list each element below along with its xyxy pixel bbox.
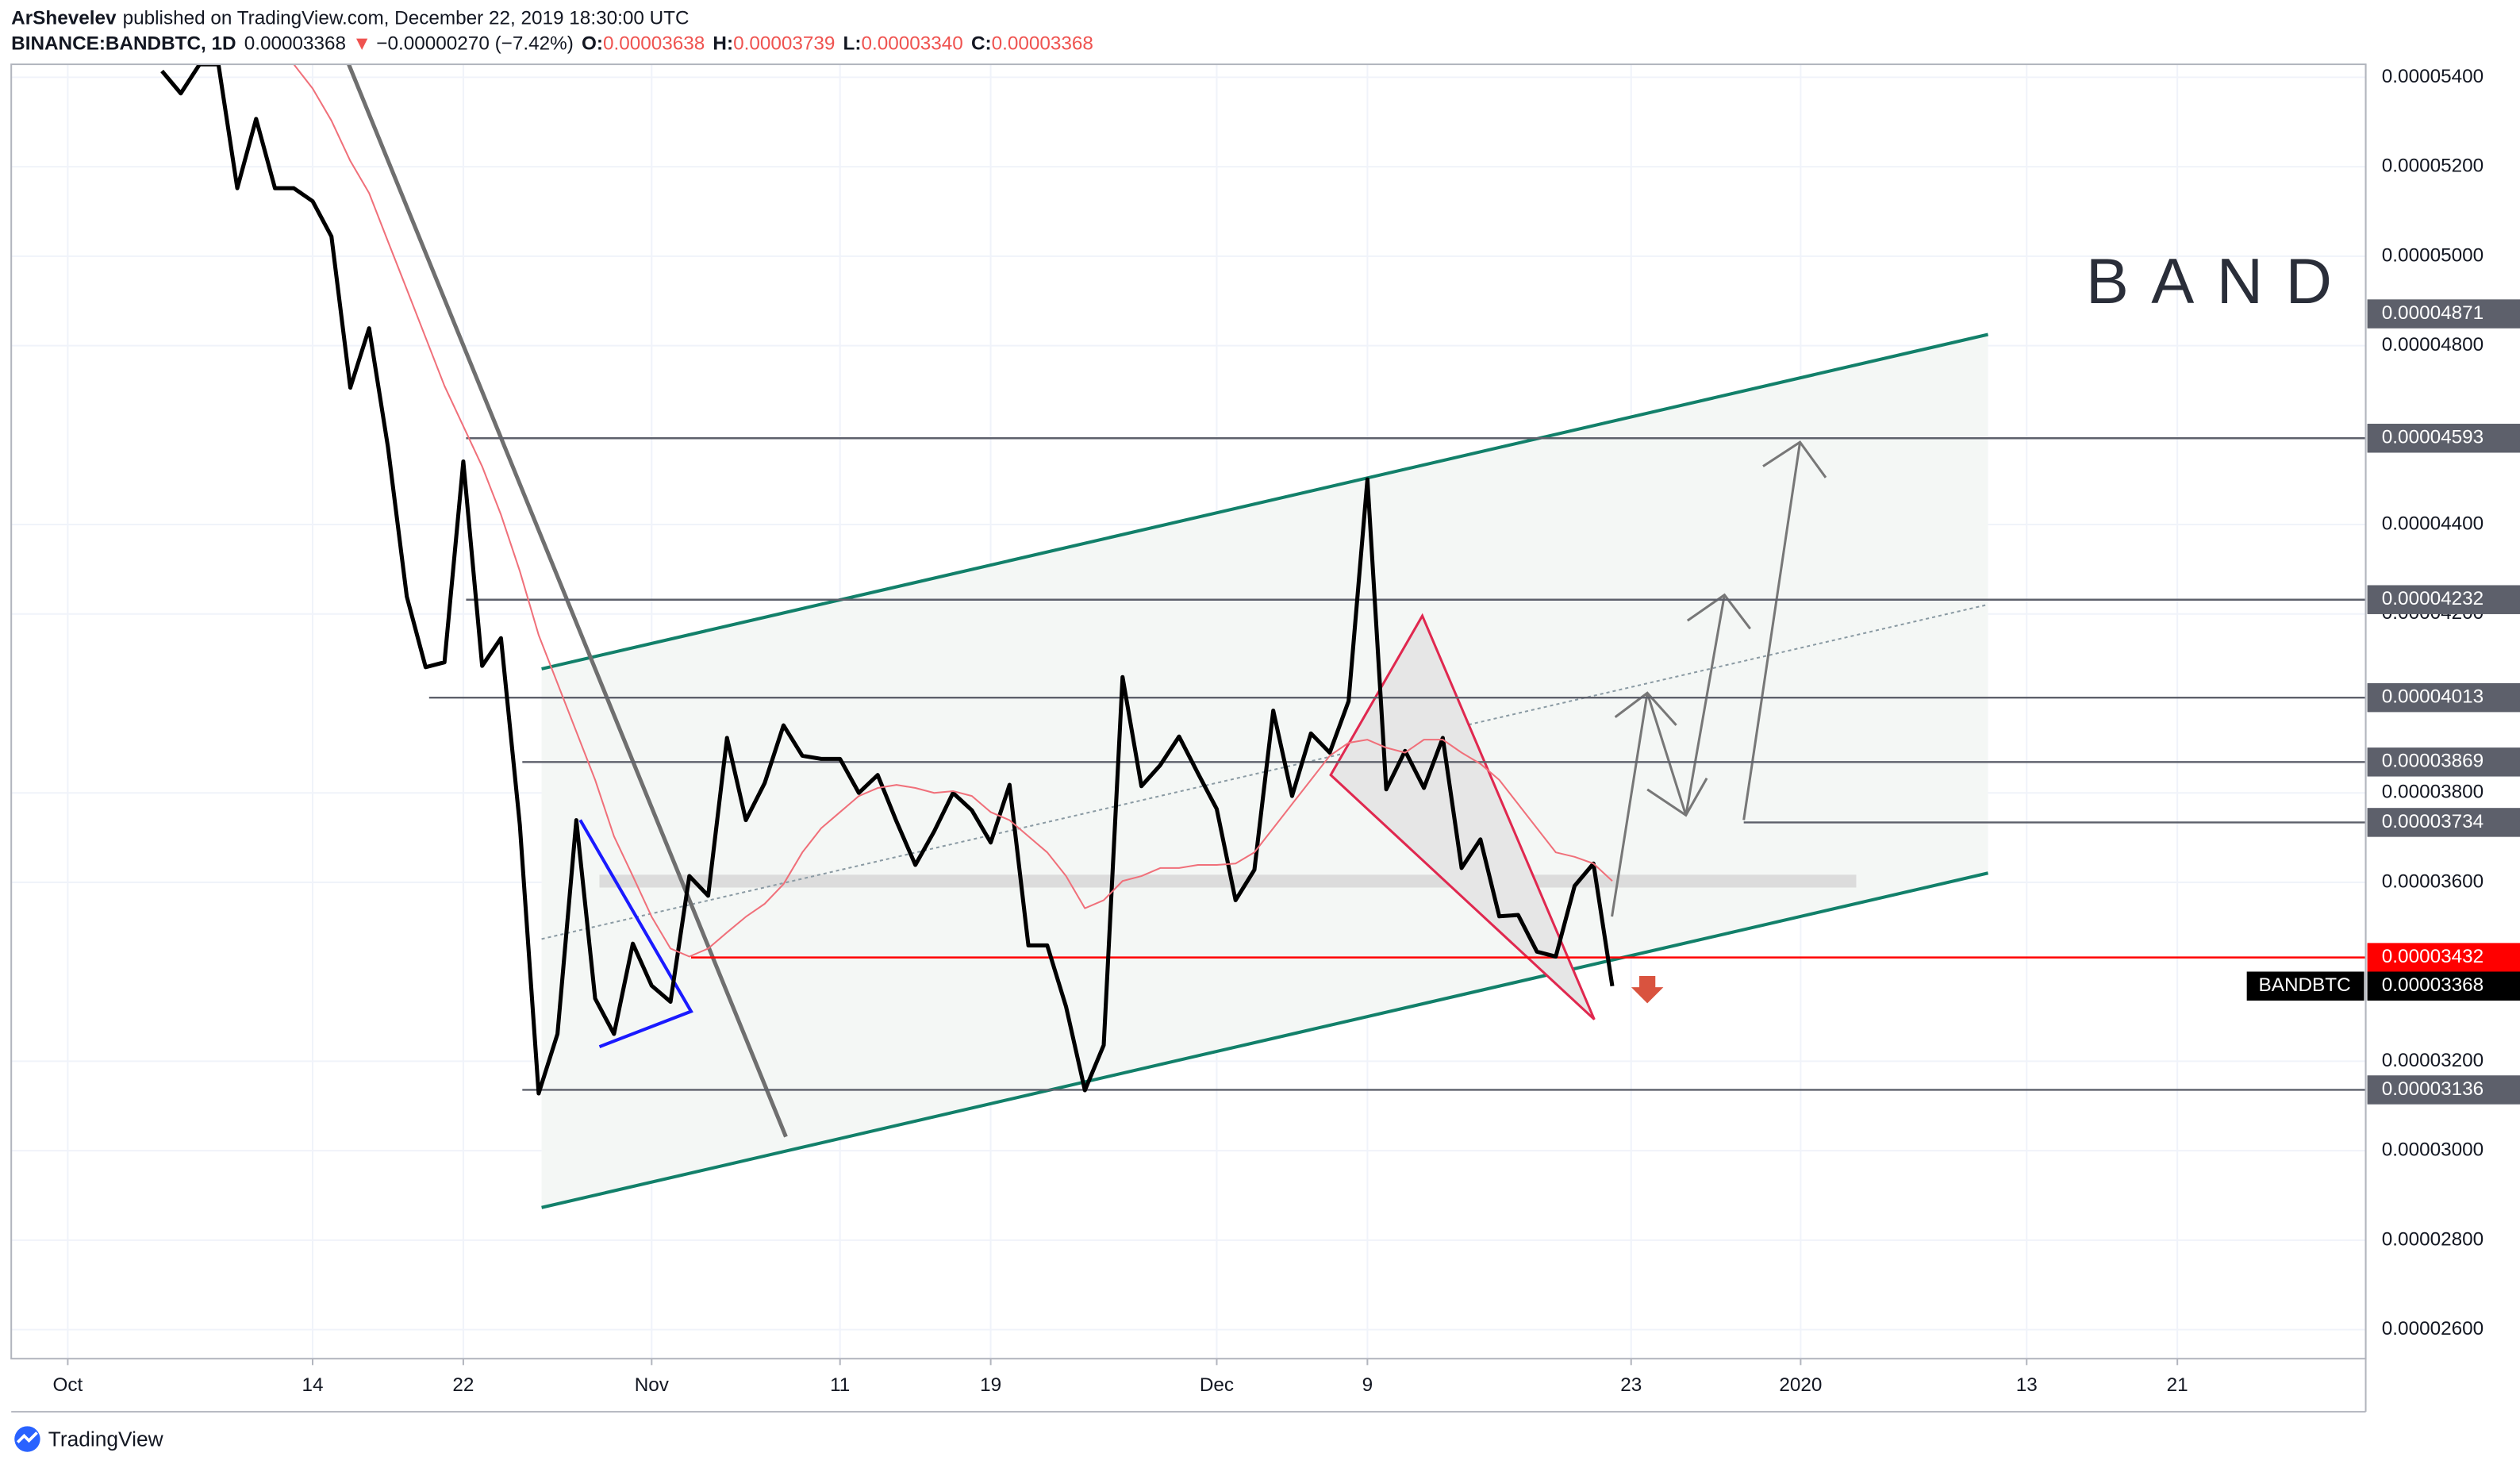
series-name-box [2246,971,2364,1001]
ohlc-value: 0.00003739 [733,33,835,55]
wedge [1329,613,1596,1020]
y-tick-label: 0.00004400 [2382,513,2484,534]
drawings [347,64,1989,1209]
y-tick-label: 0.00003200 [2382,1050,2484,1071]
logo-text: TradingView [48,1428,164,1451]
y-tick-label: 0.00005400 [2382,66,2484,87]
x-tick-label: Dec [1200,1374,1234,1396]
y-tick-label: 0.00003600 [2382,870,2484,892]
y-tick-label: 0.00004800 [2382,334,2484,355]
level-label-box [2367,682,2520,713]
y-tick-label: 0.00003000 [2382,1139,2484,1161]
y-tick-label: 0.00005200 [2382,156,2484,177]
level-label: 0.00004013 [2382,686,2484,708]
x-tick-label: 9 [1362,1374,1373,1396]
levels [428,437,2366,1091]
last: 0.00003368 [244,33,346,55]
symbol-line: BINANCE:BANDBTC, 1D 0.00003368 ▼ −0.0000027… [11,33,1093,55]
level-label-box [2367,299,2520,329]
level-label: 0.00003136 [2382,1078,2484,1100]
channel-bottom [541,871,1989,1209]
triangle [578,819,693,1049]
x-tick-label: 22 [452,1374,474,1396]
level-label: 0.00004871 [2382,302,2484,324]
last-price-box [2367,971,2520,1001]
symbol: BINANCE:BANDBTC, 1D [11,33,236,55]
level-label: 0.00003734 [2382,811,2484,832]
y-tick-label: 0.00003800 [2382,782,2484,803]
x-tick-label: 19 [980,1374,1001,1396]
ohlc-key: L: [843,33,862,55]
zone [599,874,1857,888]
series-name: BANDBTC [2259,974,2351,996]
level-label: 0.00004593 [2382,427,2484,448]
projection-arrows [1611,440,1827,917]
ohlc-value: 0.00003368 [992,33,1093,55]
level-label-box [2367,943,2520,972]
logo-mark [16,1431,38,1443]
author: ArShevelev [11,8,117,29]
ohlc-key: O: [582,33,603,55]
level-label-box [2367,585,2520,614]
down-arrow [1631,975,1664,1004]
y-tick-label: 0.00002800 [2382,1228,2484,1250]
x-tick-label: Nov [635,1374,670,1396]
ohlc-value: 0.00003638 [603,33,705,55]
logo: TradingView [14,1426,164,1452]
ohlc-key: H: [713,33,733,55]
last-price: 0.00003368 [2382,974,2484,996]
series-line [293,64,1613,958]
channel-top [541,332,1989,671]
change-arrow: ▼ [352,33,371,55]
x-tick-label: Oct [52,1374,83,1396]
y-tick-label: 0.00002600 [2382,1318,2484,1339]
level-label-box [2367,747,2520,777]
level-label: 0.00003432 [2382,946,2484,967]
published: published on TradingView.com, December 2… [123,8,690,29]
header-line: ArShevelev published on TradingView.com, … [11,8,689,29]
level-label-box [2367,808,2520,837]
x-tick-label: 11 [830,1374,850,1396]
change: −0.00000270 (−7.42%) [376,33,574,55]
level-label-box [2367,1075,2520,1105]
level-label: 0.00004232 [2382,588,2484,609]
ohlc-key: C: [971,33,992,55]
series-line [160,64,1615,1096]
price-lines [160,64,1615,1096]
level-label: 0.00003869 [2382,751,2484,772]
level-label-box [2367,424,2520,453]
x-tick-label: 2020 [1779,1374,1822,1396]
x-tick-label: 14 [302,1374,323,1396]
ohlc-value: 0.00003340 [861,33,962,55]
x-tick-label: 13 [2016,1374,2038,1396]
x-tick-label: 21 [2167,1374,2188,1396]
x-tick-label: 23 [1620,1374,1642,1396]
y-tick-label: 0.00005000 [2382,244,2484,266]
watermark: BAND [2086,246,2354,317]
